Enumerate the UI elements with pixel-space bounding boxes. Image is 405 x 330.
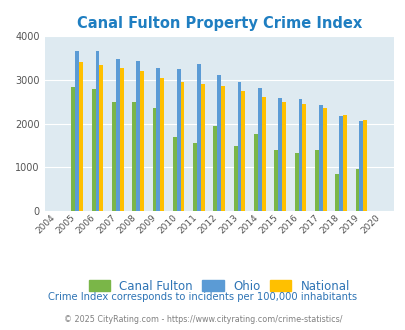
- Bar: [362, 120, 366, 211]
- Bar: [99, 65, 103, 211]
- Bar: [257, 88, 261, 211]
- Bar: [274, 150, 277, 211]
- Title: Canal Fulton Property Crime Index: Canal Fulton Property Crime Index: [77, 16, 361, 31]
- Bar: [156, 68, 160, 211]
- Bar: [298, 99, 302, 211]
- Bar: [115, 59, 119, 211]
- Bar: [322, 108, 326, 211]
- Bar: [221, 86, 224, 211]
- Bar: [233, 147, 237, 211]
- Bar: [335, 174, 338, 211]
- Bar: [173, 137, 176, 211]
- Bar: [237, 82, 241, 211]
- Bar: [318, 105, 322, 211]
- Bar: [355, 169, 358, 211]
- Bar: [95, 51, 99, 211]
- Bar: [281, 102, 285, 211]
- Bar: [79, 62, 83, 211]
- Bar: [140, 71, 143, 211]
- Bar: [176, 69, 180, 211]
- Bar: [254, 134, 257, 211]
- Bar: [241, 91, 245, 211]
- Bar: [71, 87, 75, 211]
- Bar: [277, 98, 281, 211]
- Bar: [358, 121, 362, 211]
- Bar: [152, 108, 156, 211]
- Bar: [180, 82, 184, 211]
- Bar: [92, 89, 95, 211]
- Text: Crime Index corresponds to incidents per 100,000 inhabitants: Crime Index corresponds to incidents per…: [48, 292, 357, 302]
- Bar: [132, 102, 136, 211]
- Bar: [213, 126, 217, 211]
- Bar: [217, 75, 221, 211]
- Bar: [261, 97, 265, 211]
- Bar: [338, 116, 342, 211]
- Bar: [294, 152, 298, 211]
- Bar: [342, 115, 346, 211]
- Text: © 2025 CityRating.com - https://www.cityrating.com/crime-statistics/: © 2025 CityRating.com - https://www.city…: [64, 315, 341, 324]
- Bar: [200, 84, 204, 211]
- Bar: [75, 51, 79, 211]
- Bar: [112, 102, 115, 211]
- Bar: [193, 143, 196, 211]
- Bar: [136, 61, 140, 211]
- Bar: [302, 104, 305, 211]
- Legend: Canal Fulton, Ohio, National: Canal Fulton, Ohio, National: [84, 275, 354, 297]
- Bar: [119, 68, 123, 211]
- Bar: [314, 150, 318, 211]
- Bar: [160, 78, 164, 211]
- Bar: [196, 64, 200, 211]
